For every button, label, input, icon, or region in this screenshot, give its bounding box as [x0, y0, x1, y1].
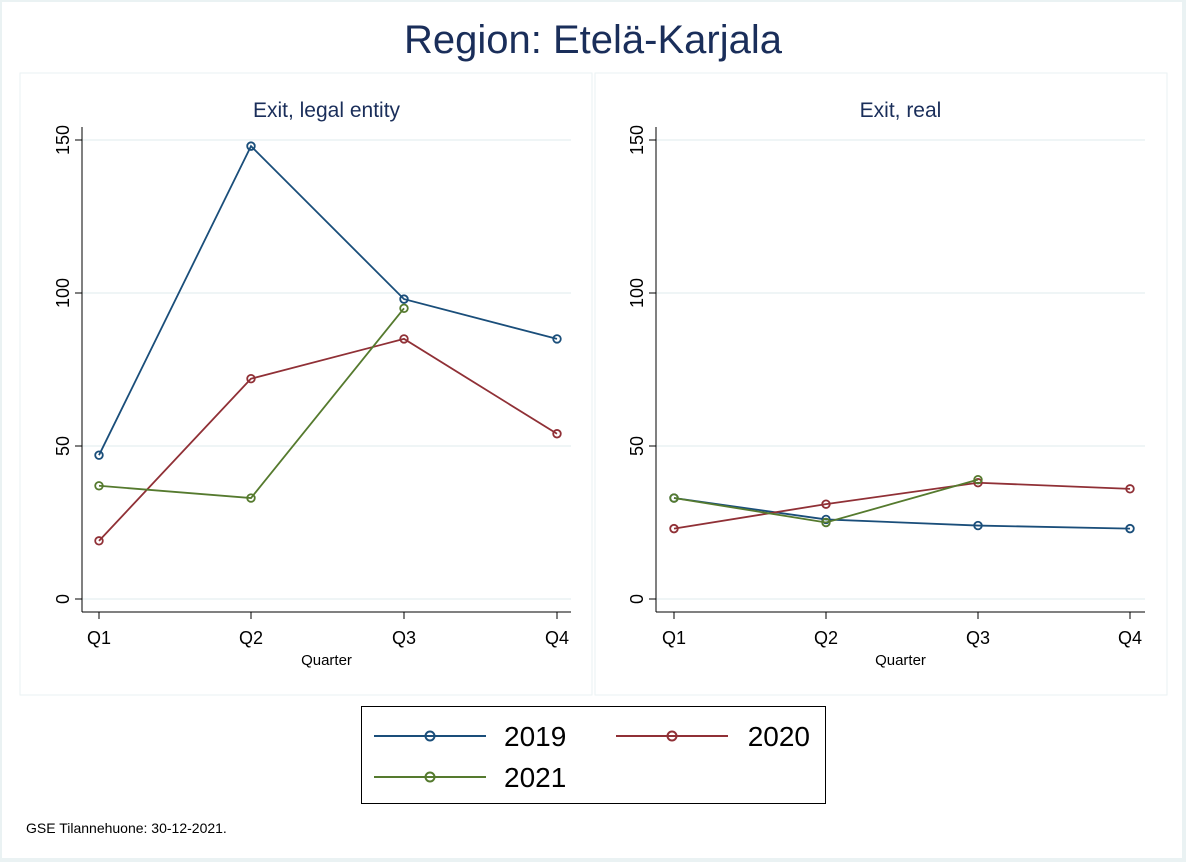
y-tick-label: 0	[53, 594, 73, 604]
y-tick-label: 50	[53, 436, 73, 456]
data-point-2021	[94, 481, 104, 491]
y-tick-label: 150	[627, 125, 647, 155]
data-point-2020	[1125, 484, 1135, 494]
series-line-2019	[98, 144, 558, 456]
y-tick-label: 150	[53, 125, 73, 155]
chart-title: Region: Etelä-Karjala	[404, 18, 782, 62]
data-point-2021	[669, 493, 679, 503]
x-tick-label: Q3	[966, 628, 990, 648]
x-tick-label: Q4	[1118, 628, 1142, 648]
legend: 2019 2020 2021	[361, 706, 826, 804]
panel-background	[19, 72, 593, 696]
x-tick-label: Q4	[545, 628, 569, 648]
x-tick-label: Q1	[662, 628, 686, 648]
data-point-2019	[246, 141, 256, 151]
data-point-2021	[973, 474, 983, 485]
footer-note: GSE Tilannehuone: 30-12-2021.	[26, 820, 227, 836]
series-line-2020	[98, 337, 558, 542]
y-tick-label: 100	[627, 278, 647, 308]
x-tick-label: Q2	[239, 628, 263, 648]
legend-item-2021: 2021	[374, 762, 566, 793]
legend-marker	[424, 771, 436, 783]
x-tick-label: Q3	[392, 628, 416, 648]
data-point-2021	[246, 493, 256, 503]
data-point-2021	[821, 517, 831, 528]
x-tick-label: Q2	[814, 628, 838, 648]
data-point-2019	[399, 294, 409, 304]
data-point-2020	[94, 536, 104, 546]
series-line-2021	[673, 478, 979, 524]
series-line-2021	[98, 307, 405, 499]
legend-canvas: 2019 2020 2021	[374, 721, 810, 793]
x-tick-label: Q1	[87, 628, 111, 648]
data-point-2020	[399, 334, 409, 344]
data-point-2020	[552, 429, 562, 439]
data-point-2020	[669, 523, 679, 534]
series-line-2019	[673, 497, 1131, 530]
panel-background	[594, 72, 1168, 696]
y-tick-label: 50	[627, 436, 647, 456]
x-axis-label: Quarter	[301, 652, 352, 669]
panel-title: Exit, real	[860, 99, 942, 122]
y-tick-label: 0	[627, 594, 647, 604]
legend-item-2019: 2019	[374, 721, 566, 752]
data-point-2020	[246, 373, 256, 384]
legend-label: 2021	[504, 762, 566, 793]
legend-label: 2020	[748, 721, 810, 752]
series-line-2020	[673, 481, 1131, 530]
panel-1: Exit, legal entity 0 50 100 150 Q1 Q2 Q3 Q4 Quart…	[19, 72, 593, 696]
legend-label: 2019	[504, 721, 566, 752]
panel-2: Exit, real 0 50 100 150 Q1 Q2 Q3 Q4 Quarter	[594, 72, 1168, 696]
data-point-2019	[552, 334, 562, 344]
data-point-2019	[973, 520, 983, 531]
panel-title: Exit, legal entity	[253, 99, 401, 122]
legend-marker	[424, 730, 436, 742]
y-tick-label: 100	[53, 278, 73, 308]
data-point-2020	[821, 499, 831, 509]
data-point-2020	[973, 478, 983, 488]
legend-item-2020: 2020	[616, 721, 810, 752]
data-point-2021	[399, 303, 409, 313]
data-point-2019	[94, 450, 104, 460]
legend-marker	[666, 730, 678, 742]
data-point-2019	[1125, 523, 1135, 534]
x-axis-label: Quarter	[875, 652, 926, 669]
